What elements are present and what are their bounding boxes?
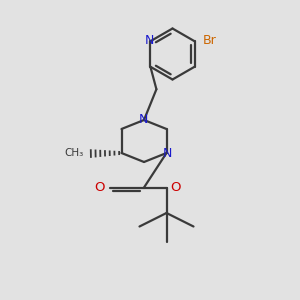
Text: N: N: [145, 34, 154, 46]
Text: CH₃: CH₃: [65, 148, 84, 158]
Text: N: N: [138, 113, 148, 126]
Text: Br: Br: [203, 34, 217, 47]
Text: O: O: [170, 181, 181, 194]
Text: O: O: [94, 181, 105, 194]
Text: N: N: [163, 147, 172, 160]
